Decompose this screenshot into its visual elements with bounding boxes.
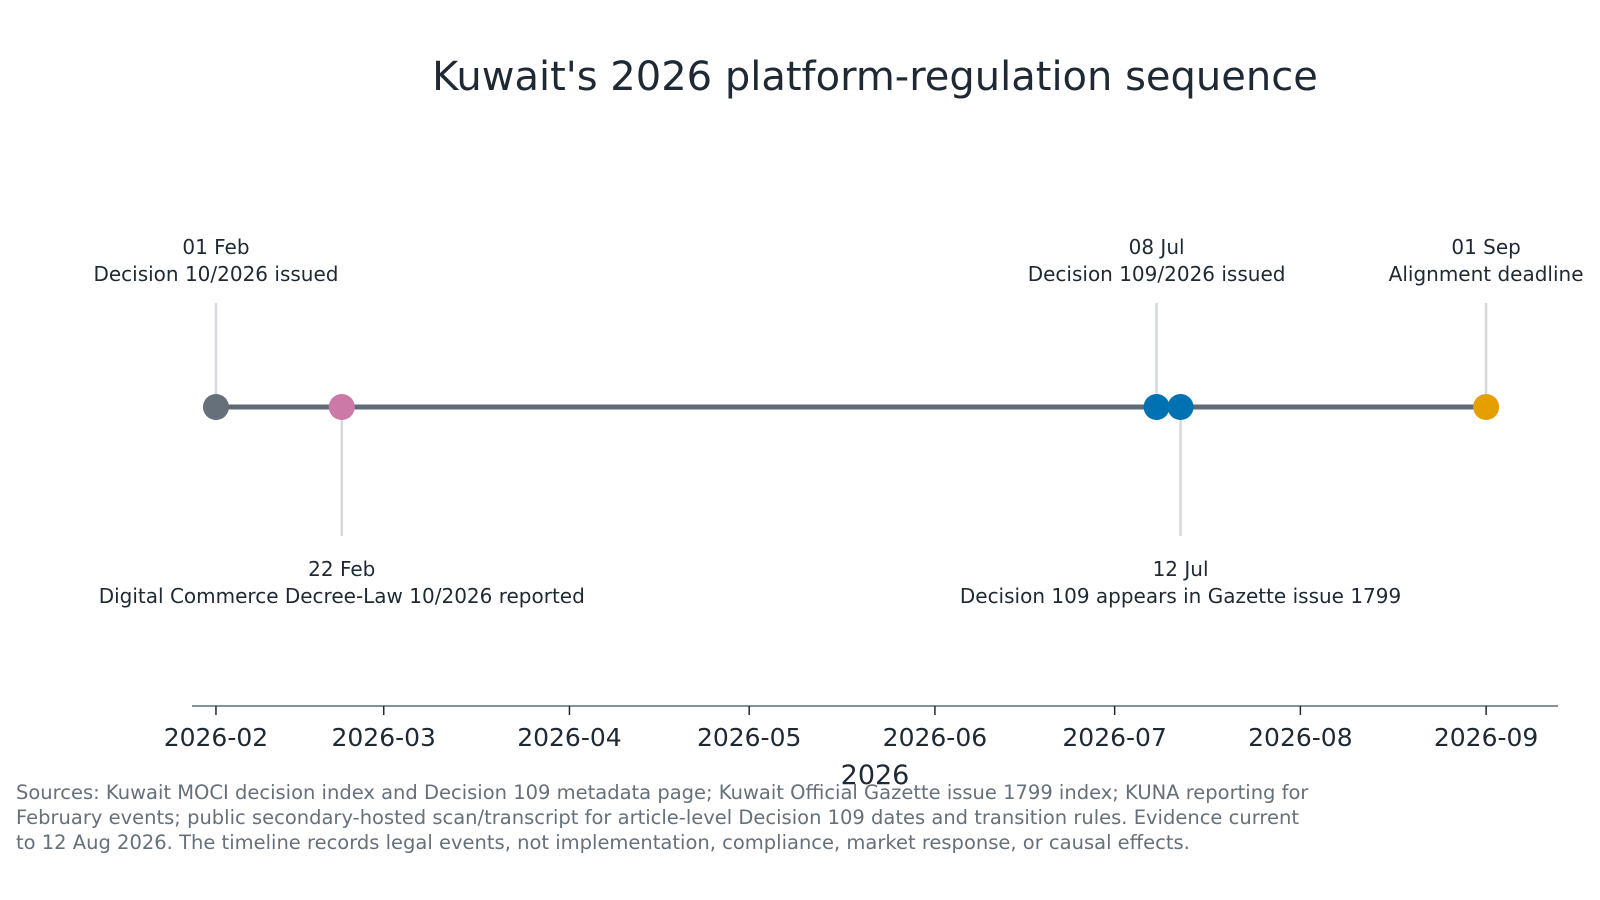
event-marker: [1143, 394, 1170, 420]
event-description-label: Decision 109/2026 issued: [1028, 262, 1286, 286]
x-tick-label: 2026-03: [331, 723, 435, 752]
x-tick-label: 2026-07: [1062, 723, 1166, 752]
x-tick-label: 2026-09: [1434, 723, 1538, 752]
event-description-label: Decision 10/2026 issued: [93, 262, 338, 286]
x-tick-label: 2026-04: [517, 723, 621, 752]
x-tick-label: 2026-08: [1248, 723, 1352, 752]
event-marker: [328, 394, 355, 420]
event-date-label: 22 Feb: [308, 557, 375, 581]
x-tick-label: 2026-02: [164, 723, 268, 752]
event-stems: [214, 303, 1488, 536]
event-marker: [202, 394, 229, 420]
event-date-label: 12 Jul: [1153, 557, 1209, 581]
event-marker: [1473, 394, 1500, 420]
sources-note: Sources: Kuwait MOCI decision index and …: [16, 781, 1309, 854]
event-date-label: 01 Sep: [1451, 235, 1521, 259]
x-tick-label: 2026-05: [697, 723, 801, 752]
x-axis-ticks: 2026-02 2026-03 2026-04 2026-05 2026-06 2026-…: [164, 706, 1538, 752]
event-description-label: Alignment deadline: [1389, 262, 1584, 286]
event-labels: 01 Feb Decision 10/2026 issued 22 Feb Digit…: [93, 235, 1583, 608]
event-markers: [202, 394, 1500, 420]
event-marker: [1167, 394, 1194, 420]
chart-title: Kuwait's 2026 platform-regulation sequen…: [432, 54, 1318, 100]
event-description-label: Decision 109 appears in Gazette issue 17…: [960, 584, 1401, 608]
x-axis-label: 2026: [841, 760, 910, 791]
event-date-label: 01 Feb: [182, 235, 249, 259]
event-date-label: 08 Jul: [1129, 235, 1185, 259]
x-tick-label: 2026-06: [883, 723, 987, 752]
event-description-label: Digital Commerce Decree-Law 10/2026 repo…: [99, 584, 585, 608]
